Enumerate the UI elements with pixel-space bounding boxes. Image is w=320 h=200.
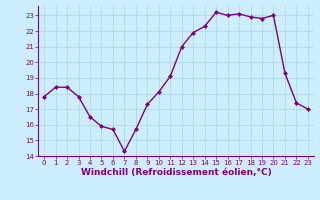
X-axis label: Windchill (Refroidissement éolien,°C): Windchill (Refroidissement éolien,°C) [81, 168, 271, 177]
